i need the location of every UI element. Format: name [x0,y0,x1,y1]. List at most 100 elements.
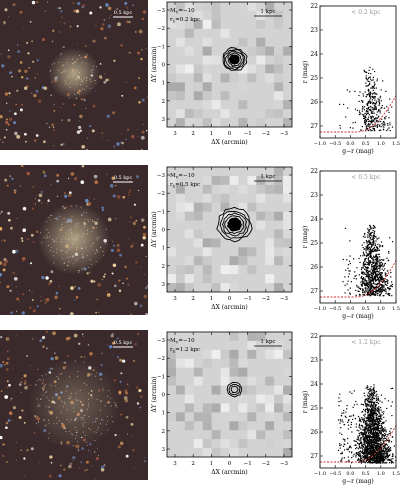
cmd-point [377,445,379,447]
sky-source [5,128,8,131]
dwarf-star [95,261,97,262]
cmd-point [373,291,375,293]
cmd-point [378,436,380,438]
cmd-point [378,429,380,432]
cmd-point [374,274,377,276]
cmd-point [385,429,387,431]
density-pixel [229,376,239,386]
cmd-point [377,243,379,246]
cmd-point [374,455,376,457]
density-pixel [167,340,176,350]
cmd-point [371,404,373,406]
cmd-point [360,457,362,459]
cmd-point [361,290,364,292]
cmd-point [369,458,371,461]
cmd-point [342,421,344,423]
cmd-point [372,270,374,272]
cmd-point [375,120,378,122]
cmd-point [372,452,374,454]
density-pixel [211,349,221,359]
dwarf-star [65,361,67,363]
cmd-point [370,389,372,392]
cmd-point [388,252,390,254]
cmd-point [391,436,393,438]
cmd-point [350,426,352,428]
cmd-point [367,231,369,233]
cmd-point [367,409,370,412]
density-y-tick-label: 3 [162,282,166,288]
cmd-point [365,263,367,266]
cmd-x-tick-label: 0.0 [346,141,354,147]
sky-source [110,14,112,16]
sky-source [68,464,72,469]
cmd-point [361,281,364,283]
sky-source [0,53,2,55]
dwarf-star [58,378,60,380]
density-pixel [220,211,230,221]
cmd-point [383,458,385,460]
density-pixel [211,118,221,127]
cmd-point [387,292,390,294]
density-pixel [202,64,212,74]
cmd-point [363,443,365,446]
cmd-point [360,113,362,115]
cmd-point [344,292,346,294]
cmd-point [362,278,365,280]
cmd-point [372,93,374,95]
cmd-point [372,86,375,88]
density-pixel [193,202,203,212]
cmd-point [374,424,376,426]
sky-source [50,94,53,97]
sky-source [73,177,77,181]
dwarf-star [63,71,65,73]
cmd-point [367,113,369,115]
cmd-point [362,448,364,450]
cmd-point [368,419,370,421]
cmd-point [364,263,366,265]
dwarf-galaxy-glow [48,48,100,100]
cmd-point [363,106,366,108]
cmd-point [390,284,392,287]
sky-source [132,418,134,420]
sky-source [85,460,89,464]
density-pixel [247,220,257,230]
cmd-point [389,432,392,434]
density-pixel [238,211,248,221]
cmd-point [370,105,372,108]
dwarf-star [100,423,101,425]
sky-source [6,368,9,371]
cmd-point [379,288,381,290]
cmd-point [377,451,379,453]
cmd-point [376,246,378,248]
cmd-point [370,92,372,95]
cmd-point [378,454,380,456]
sky-source [101,132,104,135]
dwarf-star [95,418,97,420]
sky-source [40,190,43,194]
cmd-point [390,449,392,451]
cmd-point [380,277,382,279]
cmd-point [366,385,368,387]
cmd-point [370,401,372,403]
cmd-point [364,71,366,73]
cmd-point [380,420,382,423]
cmd-point [364,112,366,114]
cmd-point [365,270,368,273]
sky-source [126,6,128,8]
sky-source [52,126,55,128]
cmd-point [381,277,384,279]
cmd-point [371,452,373,454]
density-pixel [265,394,275,404]
cmd-point [377,273,379,275]
cmd-point [364,411,367,413]
cmd-point [375,265,378,267]
cmd-point [347,456,349,458]
sky-image: 0.5 kpc [0,165,148,315]
cmd-point [373,446,375,448]
cmd-point [368,461,370,463]
sky-source [2,443,5,446]
cmd-point [369,242,371,244]
cmd-point [376,257,378,260]
cmd-point [375,447,377,449]
sky-source [32,338,34,340]
